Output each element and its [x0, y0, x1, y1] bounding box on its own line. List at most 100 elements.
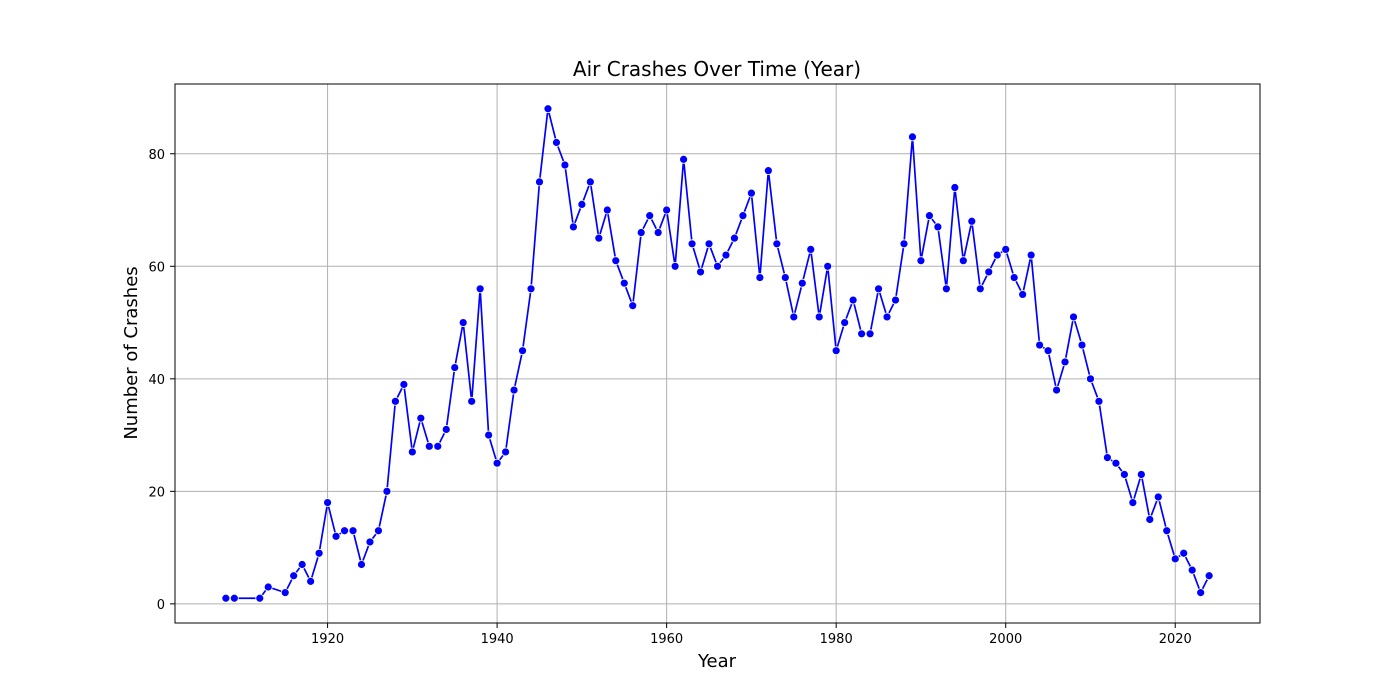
- data-point: [653, 228, 663, 237]
- data-point: [789, 312, 799, 322]
- data-point: [1162, 526, 1172, 536]
- data-point: [314, 548, 324, 558]
- data-point: [263, 582, 273, 592]
- data-point: [501, 447, 510, 457]
- data-point: [611, 256, 621, 266]
- data-point: [780, 273, 790, 282]
- data-point: [1136, 470, 1146, 479]
- data-point: [992, 250, 1002, 260]
- data-point: [1018, 290, 1028, 299]
- data-point: [1153, 492, 1163, 502]
- data-point: [433, 441, 443, 451]
- data-point: [882, 312, 892, 322]
- data-point: [484, 430, 494, 440]
- data-point: [1026, 250, 1036, 260]
- data-point: [1035, 340, 1045, 350]
- data-point: [475, 284, 485, 294]
- data-point: [806, 245, 816, 254]
- data-point: [628, 301, 638, 311]
- data-point: [280, 588, 290, 598]
- data-point: [1145, 515, 1155, 524]
- data-point: [577, 199, 587, 209]
- data-point: [374, 526, 383, 536]
- chart-title: Air Crashes Over Time (Year): [573, 57, 861, 81]
- data-point: [1086, 374, 1095, 384]
- plot-frame: [174, 83, 1261, 624]
- data-point: [407, 447, 417, 457]
- data-point: [416, 413, 426, 423]
- data-point: [662, 205, 672, 215]
- data-point: [348, 526, 358, 536]
- data-point: [526, 284, 536, 294]
- data-point: [857, 329, 866, 339]
- data-point: [221, 593, 231, 603]
- y-tick-label: 20: [148, 485, 165, 500]
- data-point: [585, 177, 595, 187]
- data-point: [874, 284, 883, 294]
- data-point: [509, 385, 519, 395]
- data-point: [1196, 588, 1206, 598]
- data-point: [747, 188, 756, 198]
- data-point: [1204, 571, 1214, 581]
- data-point: [306, 576, 316, 586]
- data-point: [458, 318, 468, 327]
- data-point: [602, 205, 612, 215]
- data-point: [840, 318, 850, 327]
- data-point: [323, 498, 332, 508]
- data-point: [518, 346, 527, 356]
- data-point: [933, 222, 943, 232]
- data-point: [535, 177, 544, 187]
- data-point: [1170, 554, 1180, 564]
- x-tick-label: 1980: [820, 632, 853, 647]
- data-point: [899, 239, 909, 249]
- data-point: [696, 267, 705, 277]
- data-point: [492, 458, 502, 468]
- data-point: [594, 233, 604, 243]
- data-point: [552, 138, 561, 147]
- data-point: [441, 425, 451, 434]
- y-tick-label: 80: [148, 148, 165, 163]
- data-point: [925, 211, 934, 221]
- x-axis-label: Year: [697, 651, 737, 672]
- data-point: [255, 593, 265, 603]
- data-point: [1119, 470, 1129, 479]
- data-point: [908, 132, 917, 142]
- data-point: [950, 183, 960, 192]
- data-point: [297, 560, 307, 569]
- data-point: [450, 363, 460, 372]
- data-point: [1094, 396, 1104, 406]
- data-point: [560, 160, 570, 170]
- data-point: [763, 166, 773, 176]
- data-point: [619, 278, 629, 288]
- data-point: [1060, 357, 1070, 367]
- data-point: [331, 531, 341, 541]
- data-point: [636, 228, 646, 237]
- data-point: [687, 239, 697, 249]
- y-tick-label: 40: [148, 373, 165, 388]
- data-point: [721, 250, 731, 260]
- data-point: [382, 486, 392, 496]
- data-point: [1111, 458, 1121, 468]
- data-point: [1009, 273, 1019, 282]
- x-tick-label: 2020: [1159, 632, 1192, 647]
- data-point: [390, 396, 400, 406]
- data-point: [814, 312, 824, 322]
- x-tick-label: 1960: [650, 632, 683, 647]
- data-point: [645, 211, 655, 221]
- data-point: [399, 380, 409, 389]
- data-point: [340, 526, 349, 536]
- data-point: [831, 346, 841, 356]
- series-layer: [221, 104, 1214, 603]
- data-point: [670, 261, 680, 271]
- data-point: [357, 560, 366, 569]
- data-point: [891, 295, 900, 305]
- series-line: [225, 107, 1210, 600]
- data-point: [772, 239, 782, 249]
- data-point: [738, 211, 748, 221]
- y-tick-label: 60: [148, 260, 165, 275]
- data-point: [1103, 453, 1112, 462]
- x-tick-label: 2000: [989, 632, 1022, 647]
- data-point: [704, 239, 714, 249]
- data-point: [865, 329, 875, 339]
